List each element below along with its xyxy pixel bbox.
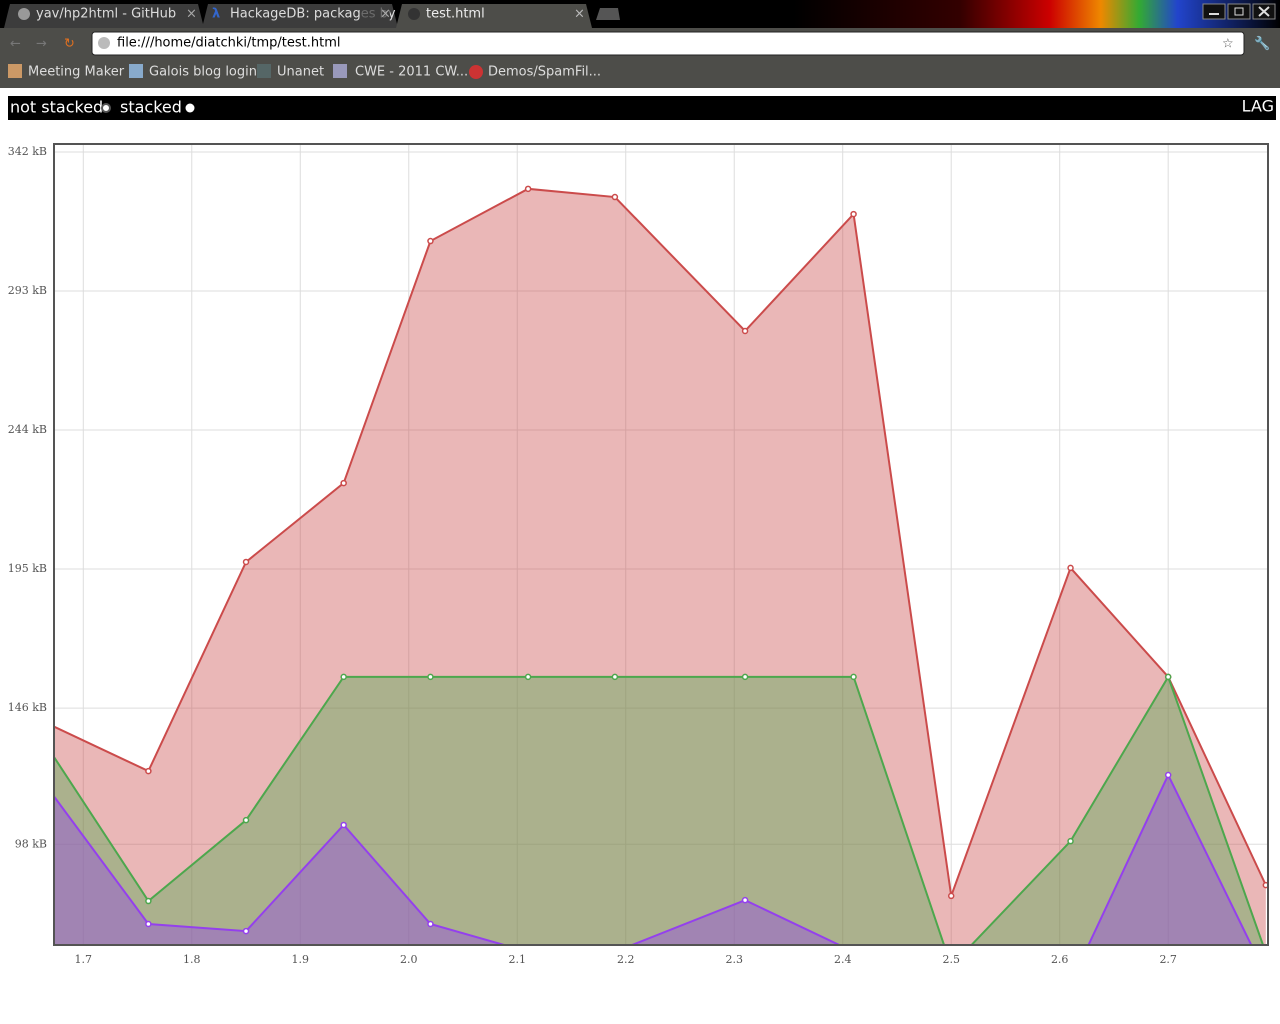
data-point <box>611 193 619 201</box>
data-point <box>1067 837 1074 845</box>
data-point <box>340 821 347 829</box>
maximize[interactable] <box>1227 3 1251 20</box>
data-point <box>427 920 434 928</box>
lag-label: LAG <box>1242 97 1274 116</box>
x-tick-label: 2.5 <box>942 953 960 966</box>
data-point <box>741 327 749 335</box>
data-point <box>145 920 152 928</box>
data-point <box>340 479 347 487</box>
data-point <box>427 237 434 245</box>
data-point <box>741 896 749 904</box>
tab-title: yav/hp2html - GitHub <box>36 7 176 22</box>
tab[interactable]: λ HackageDB: packages by ca × <box>202 4 415 28</box>
data-point <box>242 927 250 935</box>
data-point <box>524 185 532 193</box>
tab-title: test.html <box>426 7 485 22</box>
y-tick-label: 195 kB <box>8 562 47 575</box>
area-fill <box>54 775 1252 945</box>
bookmark-icon <box>469 65 483 79</box>
x-tick-label: 2.6 <box>1051 953 1069 966</box>
bookmark-icon <box>333 64 347 78</box>
option-label: stacked <box>120 98 182 117</box>
bookmark-icon <box>129 64 143 78</box>
x-tick-label: 2.0 <box>400 953 418 966</box>
back-button[interactable]: ← <box>10 37 21 52</box>
area-fill <box>54 676 1264 945</box>
page-icon <box>98 37 110 49</box>
y-tick-label: 342 kB <box>8 145 47 158</box>
data-point <box>242 816 250 824</box>
data-point <box>524 673 532 681</box>
data-point <box>48 750 53 755</box>
grid <box>54 144 1268 945</box>
data-point <box>1068 981 1073 986</box>
forward-button[interactable]: → <box>36 37 47 52</box>
data-point <box>1263 950 1268 955</box>
data-point <box>947 892 955 900</box>
bookmarks-bar: Meeting Maker Galois blog login Unanet C… <box>8 64 601 80</box>
data-point <box>145 897 152 905</box>
data-point <box>741 673 749 681</box>
data-point <box>242 558 250 566</box>
y-tick-label: 244 kB <box>8 423 47 436</box>
data-point <box>949 978 954 983</box>
wrench-menu[interactable]: 🔧 <box>1254 35 1270 52</box>
window-buttons <box>1202 3 1276 20</box>
data-point <box>340 673 347 681</box>
x-tick-label: 2.2 <box>617 953 635 966</box>
data-point <box>1164 771 1172 779</box>
address-bar[interactable] <box>91 31 1245 56</box>
y-tick-label: 98 kB <box>15 837 47 850</box>
x-tick-label: 1.7 <box>75 953 93 966</box>
tab-close[interactable]: × <box>186 7 197 22</box>
bookmark-icon <box>257 64 271 78</box>
x-tick-label: 2.1 <box>509 953 527 966</box>
tab-icon: λ <box>212 7 220 22</box>
bookmark[interactable]: Meeting Maker <box>28 65 125 80</box>
data-point <box>48 790 53 795</box>
x-tick-label: 2.7 <box>1159 953 1177 966</box>
data-point <box>1262 881 1268 889</box>
data-point <box>850 210 857 218</box>
bookmark[interactable]: Demos/SpamFil... <box>488 65 601 80</box>
data-point <box>1067 564 1074 572</box>
y-tick-label: 293 kB <box>8 284 47 297</box>
data-point <box>1164 673 1172 681</box>
x-tick-label: 2.4 <box>834 953 852 966</box>
data-point <box>611 673 619 681</box>
bookmark-icon <box>8 64 22 78</box>
reload-button[interactable]: ↻ <box>64 37 75 52</box>
data-point <box>145 767 152 775</box>
bookmark[interactable]: CWE - 2011 CW... <box>355 65 468 80</box>
radio[interactable] <box>101 103 111 113</box>
tab-close[interactable]: × <box>574 7 585 22</box>
url: file:///home/diatchki/tmp/test.html <box>117 36 341 51</box>
control-bar <box>8 96 1276 120</box>
bookmark-star[interactable]: ☆ <box>1222 37 1234 52</box>
radio[interactable] <box>185 103 195 113</box>
data-point <box>526 949 531 954</box>
data-point <box>850 673 857 681</box>
x-tick-label: 2.3 <box>725 953 743 966</box>
data-point <box>48 723 53 728</box>
x-tick-label: 1.8 <box>183 953 201 966</box>
new-tab[interactable] <box>596 8 620 20</box>
tab-active[interactable]: test.html × <box>396 4 592 28</box>
plot-area <box>48 185 1268 986</box>
plot-frame <box>53 143 1269 946</box>
bookmark[interactable]: Galois blog login <box>149 65 257 80</box>
data-point <box>851 949 856 954</box>
tab[interactable]: yav/hp2html - GitHub × <box>4 4 204 28</box>
data-point <box>427 673 434 681</box>
tab-close[interactable]: × <box>380 7 391 22</box>
data-point <box>1263 972 1268 977</box>
option-label: not stacked <box>10 98 103 117</box>
bookmark[interactable]: Unanet <box>277 65 324 80</box>
area-fill <box>54 188 1266 945</box>
minimize[interactable] <box>1202 3 1226 20</box>
y-tick-label: 146 kB <box>8 701 47 714</box>
x-tick-label: 1.9 <box>292 953 310 966</box>
